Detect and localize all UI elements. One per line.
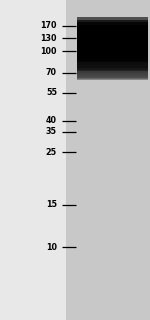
Text: 170: 170 <box>40 21 57 30</box>
Bar <box>77 22 148 53</box>
Bar <box>77 44 148 59</box>
Bar <box>77 68 148 79</box>
Bar <box>77 17 148 59</box>
Bar <box>77 28 148 47</box>
Bar <box>77 41 148 62</box>
Text: 25: 25 <box>46 148 57 157</box>
Text: 35: 35 <box>46 127 57 136</box>
Bar <box>77 58 148 70</box>
Bar <box>77 20 148 56</box>
Bar <box>77 69 148 77</box>
Text: 100: 100 <box>40 47 57 56</box>
Bar <box>77 25 148 50</box>
Bar <box>77 46 148 58</box>
Bar <box>66 0 150 320</box>
Text: 70: 70 <box>46 68 57 77</box>
Text: 10: 10 <box>46 243 57 252</box>
Text: 40: 40 <box>46 116 57 125</box>
Bar <box>77 60 148 68</box>
Text: 15: 15 <box>46 200 57 209</box>
Text: 55: 55 <box>46 88 57 97</box>
Bar <box>77 67 148 80</box>
Bar <box>77 43 148 61</box>
Bar <box>77 57 148 71</box>
Text: 130: 130 <box>40 34 57 43</box>
